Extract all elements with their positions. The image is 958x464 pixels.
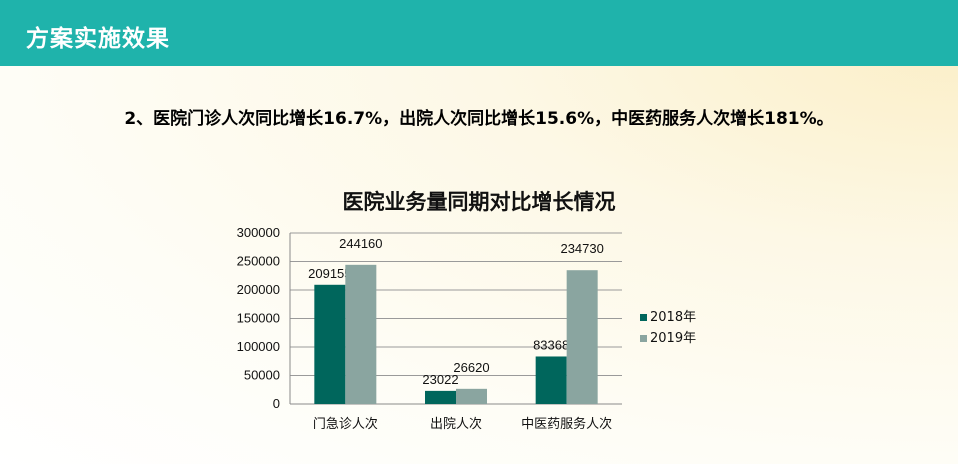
bar-2019	[456, 388, 487, 404]
data-label: 26620	[453, 360, 489, 375]
x-tick-label: 门急诊人次	[313, 416, 378, 432]
data-label: 83368	[533, 337, 569, 352]
bar-2019	[345, 264, 377, 404]
y-tick-label: 150000	[237, 311, 280, 326]
y-tick-label: 300000	[237, 225, 280, 240]
legend-swatch-2018	[640, 314, 647, 321]
bar-2018	[314, 284, 346, 404]
y-tick-label: 0	[273, 396, 280, 411]
x-tick-label: 出院人次	[430, 416, 482, 432]
data-label: 23022	[422, 372, 458, 387]
data-label: 209155	[308, 266, 351, 281]
bar-2018	[425, 390, 456, 404]
y-tick-label: 50000	[244, 368, 280, 383]
bar-2018	[535, 356, 567, 404]
page-title: 方案实施效果	[26, 26, 170, 52]
legend-label: 2019年	[650, 331, 696, 346]
bar-2019	[566, 270, 598, 404]
data-label: 244160	[339, 236, 382, 251]
data-label: 234730	[560, 241, 603, 256]
legend-swatch-2019	[640, 335, 647, 342]
y-tick-label: 250000	[237, 254, 280, 269]
legend-label: 2018年	[650, 310, 696, 325]
header-bar: 方案实施效果	[0, 0, 958, 66]
summary-text: 2、医院门诊人次同比增长16.7%，出院人次同比增长15.6%，中医药服务人次增…	[124, 109, 834, 129]
y-tick-label: 100000	[237, 339, 280, 354]
chart-title: 医院业务量同期对比增长情况	[342, 190, 616, 214]
x-tick-label: 中医药服务人次	[521, 416, 612, 432]
y-tick-label: 200000	[237, 282, 280, 297]
